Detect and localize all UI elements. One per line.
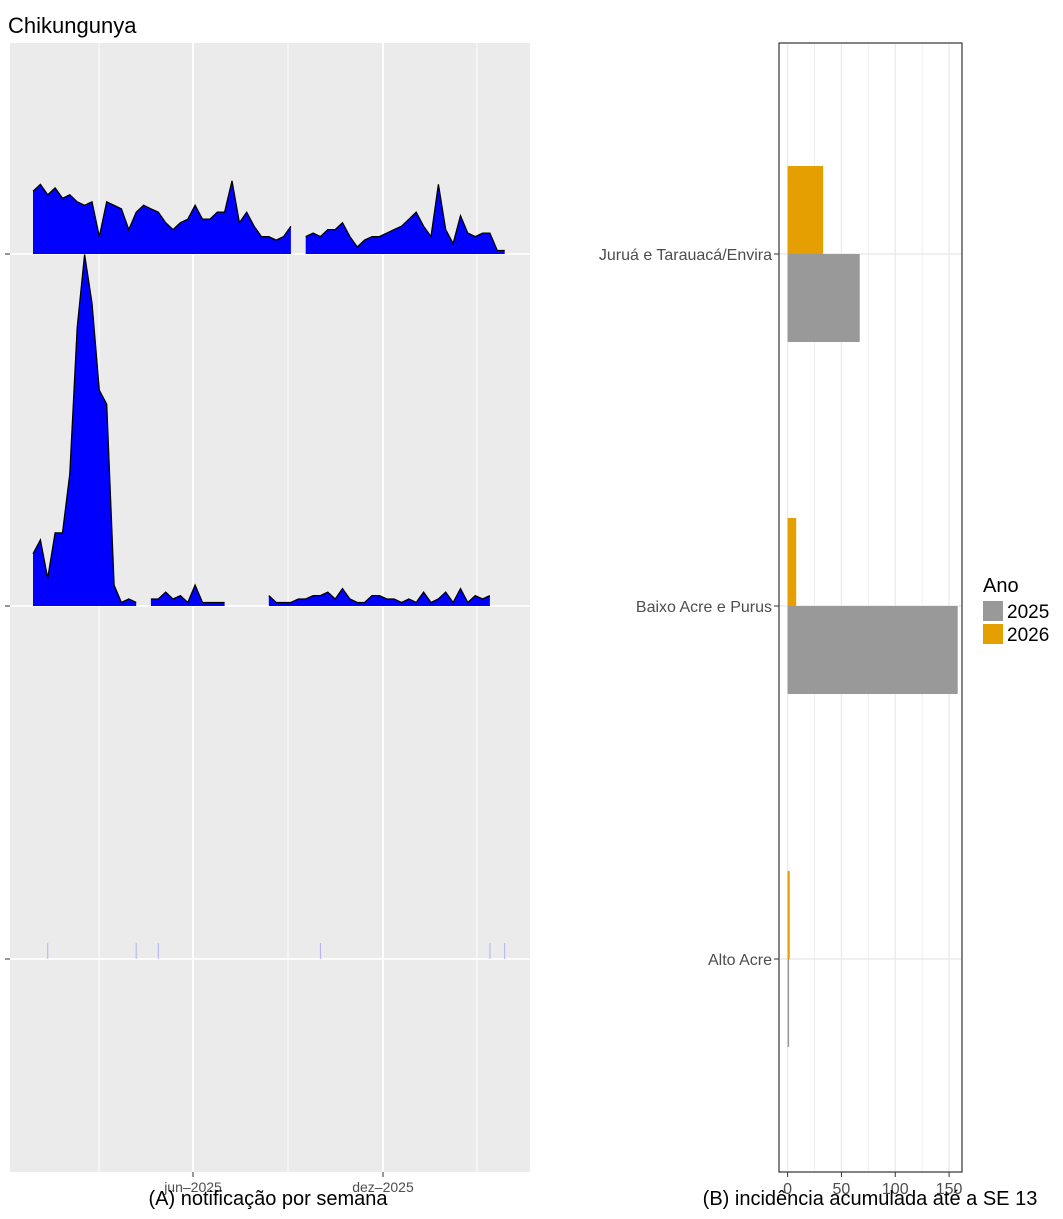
legend-swatch-2025: [983, 601, 1003, 621]
legend-title: Ano: [983, 575, 1019, 597]
panel-a: jun–2025 dez–2025 (A) notificação por sem…: [5, 43, 530, 1210]
area-outline: [32, 254, 137, 604]
panel-b-bars: [787, 166, 958, 1047]
panel-b: Juruá e Tarauacá/Envira Baixo Acre e Puru…: [599, 42, 1038, 1210]
area-segment: [305, 184, 505, 254]
area-outline: [150, 583, 225, 604]
x-tick-label: jun–2025: [163, 1179, 222, 1195]
category-label: Alto Acre: [708, 952, 772, 969]
panel-a-y-ticks: [5, 253, 10, 960]
x-tick-label: dez–2025: [352, 1179, 414, 1195]
panel-b-caption: (B) incidência acumulada até a SE 13: [703, 1188, 1038, 1210]
bar-2025: [787, 959, 790, 1047]
panel-a-areas: [32, 180, 506, 959]
x-tick-label: 100: [882, 1181, 909, 1198]
x-tick-label: 50: [833, 1181, 851, 1198]
figure-title: Chikungunya: [8, 13, 137, 38]
category-label: Juruá e Tarauacá/Envira: [599, 247, 772, 264]
bar-2026: [787, 871, 790, 959]
panel-b-x-ticks: 0 50 100 150: [783, 1172, 963, 1198]
bar-2025: [787, 254, 860, 342]
area-outline: [268, 587, 491, 604]
panel-a-caption: (A) notificação por semana: [148, 1188, 388, 1210]
area-outline: [32, 180, 292, 241]
panel-a-x-ticks: jun–2025 dez–2025: [163, 1172, 414, 1195]
area-segment: [33, 254, 137, 606]
area-outline: [305, 184, 505, 252]
panel-b-category-labels: Juruá e Tarauacá/Envira Baixo Acre e Puru…: [599, 247, 779, 969]
legend-swatch-2026: [983, 624, 1003, 644]
bar-2026: [787, 166, 824, 254]
x-tick-label: 150: [936, 1181, 963, 1198]
x-tick-label: 0: [783, 1181, 792, 1198]
legend-label-2026: 2026: [1007, 625, 1049, 646]
category-label: Baixo Acre e Purus: [636, 599, 772, 616]
bar-2025: [787, 606, 958, 694]
bar-2026: [787, 518, 797, 606]
legend-label-2025: 2025: [1007, 602, 1049, 623]
area-segment: [150, 585, 225, 606]
area-segment: [268, 588, 490, 606]
